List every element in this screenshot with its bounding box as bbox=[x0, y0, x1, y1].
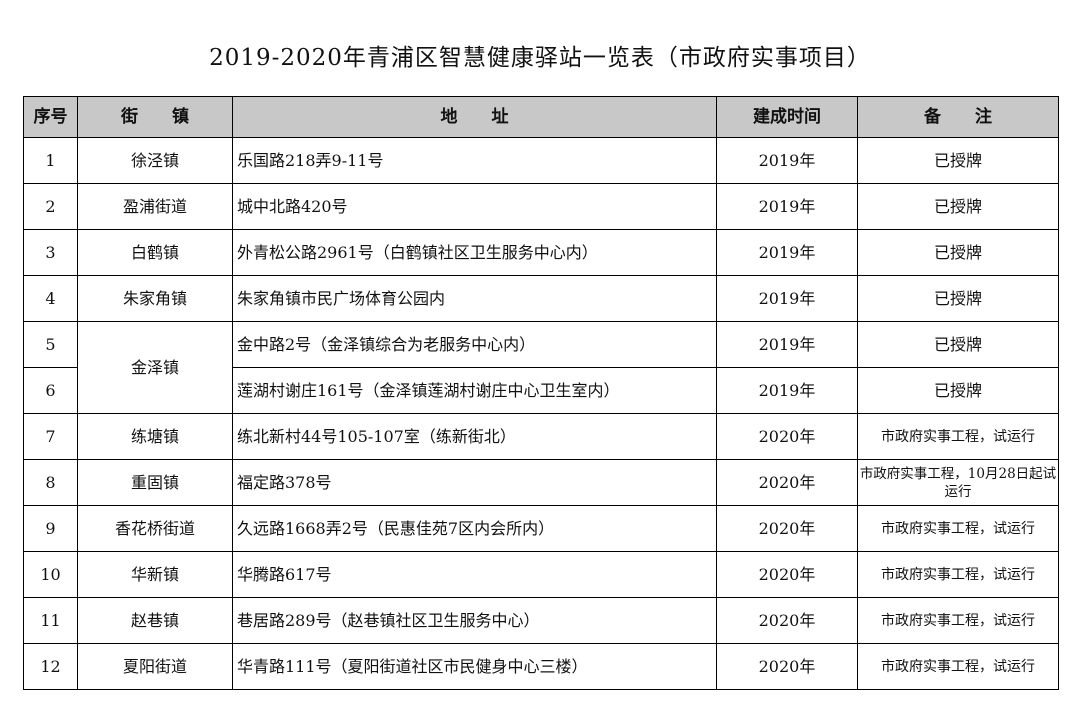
table-row: 3 白鹤镇 外青松公路2961号（白鹤镇社区卫生服务中心内） 2019年 已授牌 bbox=[23, 229, 1059, 276]
table-row: 4 朱家角镇 朱家角镇市民广场体育公园内 2019年 已授牌 bbox=[23, 275, 1059, 322]
cell-year: 2020年 bbox=[716, 597, 858, 644]
cell-town: 徐泾镇 bbox=[77, 137, 233, 184]
cell-address: 华腾路617号 bbox=[232, 551, 717, 598]
cell-note: 市政府实事工程，10月28日起试运行 bbox=[857, 459, 1059, 506]
cell-year: 2019年 bbox=[716, 275, 858, 322]
cell-no: 3 bbox=[23, 229, 78, 276]
cell-note: 已授牌 bbox=[857, 321, 1059, 368]
cell-note: 市政府实事工程，试运行 bbox=[857, 551, 1059, 598]
cell-no: 2 bbox=[23, 183, 78, 230]
cell-town: 夏阳街道 bbox=[77, 643, 233, 690]
table-row: 7 练塘镇 练北新村44号105-107室（练新街北） 2020年 市政府实事工… bbox=[23, 413, 1059, 460]
cell-no: 7 bbox=[23, 413, 78, 460]
table-row: 2 盈浦街道 城中北路420号 2019年 已授牌 bbox=[23, 183, 1059, 230]
page-title: 2019-2020年青浦区智慧健康驿站一览表（市政府实事项目） bbox=[209, 45, 871, 71]
cell-note: 市政府实事工程，试运行 bbox=[857, 643, 1059, 690]
table-row: 8 重固镇 福定路378号 2020年 市政府实事工程，10月28日起试运行 bbox=[23, 459, 1059, 506]
cell-address: 久远路1668弄2号（民惠佳苑7区内会所内） bbox=[232, 505, 717, 552]
cell-town: 练塘镇 bbox=[77, 413, 233, 460]
cell-town: 重固镇 bbox=[77, 459, 233, 506]
table-header-row: 序号 街 镇 地 址 建成时间 备 注 bbox=[23, 96, 1059, 138]
table-row: 1 徐泾镇 乐国路218弄9-11号 2019年 已授牌 bbox=[23, 137, 1059, 184]
cell-no: 8 bbox=[23, 459, 78, 506]
cell-year: 2019年 bbox=[716, 367, 858, 414]
cell-no: 6 bbox=[23, 367, 78, 414]
cell-no: 1 bbox=[23, 137, 78, 184]
cell-note: 市政府实事工程，试运行 bbox=[857, 413, 1059, 460]
cell-no: 9 bbox=[23, 505, 78, 552]
cell-town: 盈浦街道 bbox=[77, 183, 233, 230]
cell-note: 已授牌 bbox=[857, 137, 1059, 184]
cell-year: 2019年 bbox=[716, 183, 858, 230]
table-row: 5 金泽镇 金中路2号（金泽镇综合为老服务中心内） 2019年 已授牌 bbox=[23, 321, 1059, 414]
cell-note: 已授牌 bbox=[857, 275, 1059, 322]
cell-year: 2019年 bbox=[716, 229, 858, 276]
health-station-table: 序号 街 镇 地 址 建成时间 备 注 1 徐泾镇 乐国路218弄9-11号 2… bbox=[23, 96, 1059, 690]
header-no: 序号 bbox=[23, 96, 78, 138]
cell-address: 华青路111号（夏阳街道社区市民健身中心三楼） bbox=[232, 643, 717, 690]
cell-address: 乐国路218弄9-11号 bbox=[232, 137, 717, 184]
cell-year: 2020年 bbox=[716, 413, 858, 460]
cell-year: 2020年 bbox=[716, 505, 858, 552]
cell-no: 11 bbox=[23, 597, 78, 644]
cell-note: 已授牌 bbox=[857, 229, 1059, 276]
cell-note: 市政府实事工程，试运行 bbox=[857, 597, 1059, 644]
cell-address: 朱家角镇市民广场体育公园内 bbox=[232, 275, 717, 322]
cell-address: 福定路378号 bbox=[232, 459, 717, 506]
cell-no: 10 bbox=[23, 551, 78, 598]
cell-note: 市政府实事工程，试运行 bbox=[857, 505, 1059, 552]
cell-no: 4 bbox=[23, 275, 78, 322]
cell-no: 5 bbox=[23, 321, 78, 368]
cell-note: 已授牌 bbox=[857, 367, 1059, 414]
cell-year: 2020年 bbox=[716, 459, 858, 506]
cell-year: 2019年 bbox=[716, 321, 858, 368]
cell-town: 香花桥街道 bbox=[77, 505, 233, 552]
cell-address: 城中北路420号 bbox=[232, 183, 717, 230]
header-town: 街 镇 bbox=[77, 96, 233, 138]
cell-address: 练北新村44号105-107室（练新街北） bbox=[232, 413, 717, 460]
cell-address: 外青松公路2961号（白鹤镇社区卫生服务中心内） bbox=[232, 229, 717, 276]
header-note: 备 注 bbox=[857, 96, 1059, 138]
table-row: 10 华新镇 华腾路617号 2020年 市政府实事工程，试运行 bbox=[23, 551, 1059, 598]
table-row: 6 莲湖村谢庄161号（金泽镇莲湖村谢庄中心卫生室内） 2019年 已授牌 bbox=[23, 367, 1059, 414]
table-row: 9 香花桥街道 久远路1668弄2号（民惠佳苑7区内会所内） 2020年 市政府… bbox=[23, 505, 1059, 552]
cell-town: 赵巷镇 bbox=[77, 597, 233, 644]
cell-note: 已授牌 bbox=[857, 183, 1059, 230]
cell-address: 金中路2号（金泽镇综合为老服务中心内） bbox=[232, 321, 717, 368]
cell-town: 白鹤镇 bbox=[77, 229, 233, 276]
cell-town: 华新镇 bbox=[77, 551, 233, 598]
cell-year: 2020年 bbox=[716, 643, 858, 690]
cell-address: 巷居路289号（赵巷镇社区卫生服务中心） bbox=[232, 597, 717, 644]
table-row: 11 赵巷镇 巷居路289号（赵巷镇社区卫生服务中心） 2020年 市政府实事工… bbox=[23, 597, 1059, 644]
cell-year: 2019年 bbox=[716, 137, 858, 184]
cell-town: 朱家角镇 bbox=[77, 275, 233, 322]
cell-town-merged: 金泽镇 bbox=[77, 321, 233, 414]
cell-year: 2020年 bbox=[716, 551, 858, 598]
header-address: 地 址 bbox=[232, 96, 717, 138]
cell-address: 莲湖村谢庄161号（金泽镇莲湖村谢庄中心卫生室内） bbox=[232, 367, 717, 414]
header-year: 建成时间 bbox=[716, 96, 858, 138]
cell-no: 12 bbox=[23, 643, 78, 690]
table-row: 12 夏阳街道 华青路111号（夏阳街道社区市民健身中心三楼） 2020年 市政… bbox=[23, 643, 1059, 690]
